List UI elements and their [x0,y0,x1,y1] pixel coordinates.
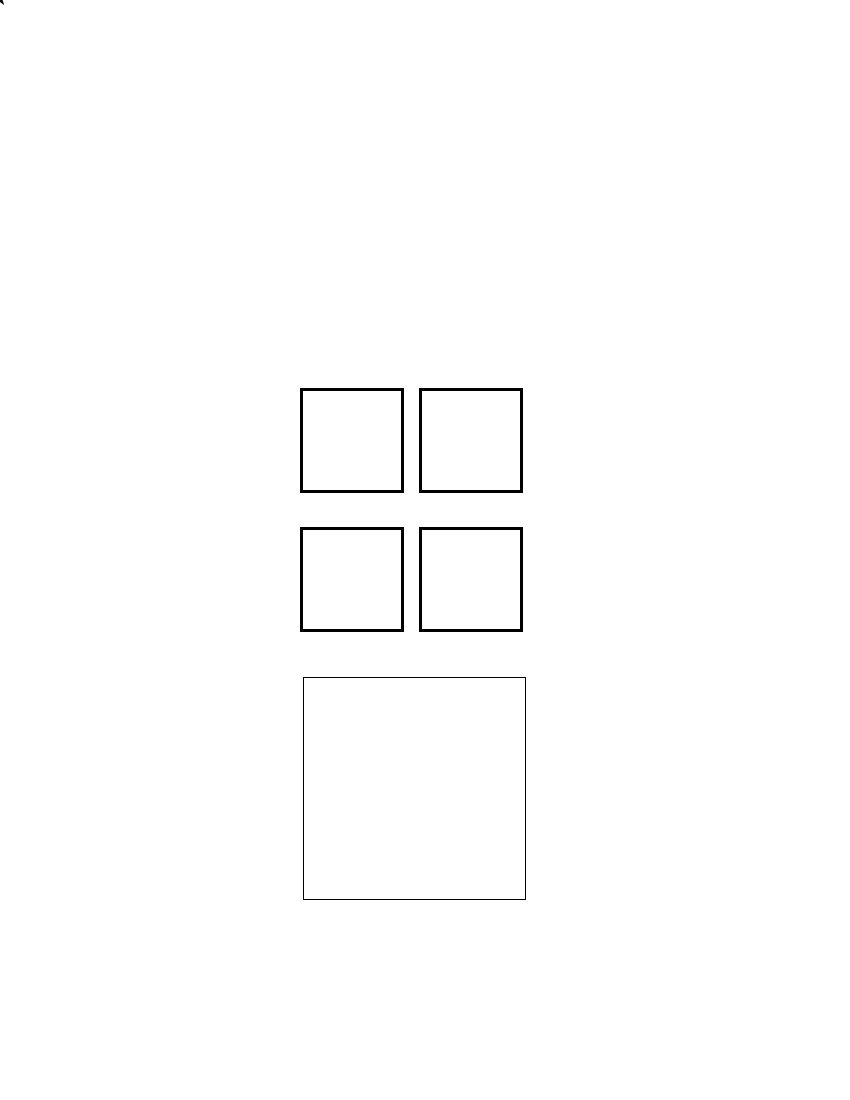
energy-contour-map [302,676,526,900]
particle-motion-corrected [419,527,523,632]
particle-motion-original [300,527,404,632]
best-fit-star-marker: ★ [0,0,8,8]
windowed-waveform-panel-right [419,388,523,493]
waveform-traces-canvas [290,160,530,356]
windowed-waveform-panel-left [300,388,404,493]
